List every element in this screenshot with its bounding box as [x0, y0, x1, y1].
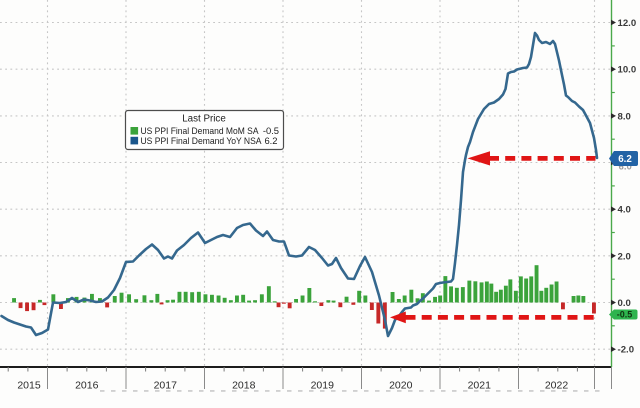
svg-text:2015: 2015 — [17, 379, 41, 391]
svg-text:2020: 2020 — [389, 379, 413, 391]
svg-text:US PPI Final Demand MoM SA: US PPI Final Demand MoM SA — [141, 125, 260, 136]
svg-text:2022: 2022 — [545, 379, 569, 391]
svg-text:-2.0: -2.0 — [618, 345, 635, 356]
svg-text:2017: 2017 — [154, 379, 178, 391]
svg-text:2019: 2019 — [311, 379, 335, 391]
svg-text:6.0: 6.0 — [619, 162, 632, 173]
svg-text:-0.5: -0.5 — [263, 125, 279, 136]
svg-text:12.0: 12.0 — [618, 18, 637, 29]
svg-text:2018: 2018 — [232, 379, 256, 391]
svg-text:0.0: 0.0 — [618, 298, 631, 309]
svg-text:Last Price: Last Price — [182, 114, 226, 125]
svg-text:4.0: 4.0 — [618, 205, 631, 216]
svg-text:US PPI Final Demand YoY NSA: US PPI Final Demand YoY NSA — [141, 135, 263, 146]
svg-text:8.0: 8.0 — [618, 111, 631, 122]
svg-text:2021: 2021 — [468, 379, 492, 391]
svg-text:2.0: 2.0 — [618, 251, 631, 262]
svg-text:10.0: 10.0 — [618, 65, 637, 76]
svg-text:-0.5: -0.5 — [617, 310, 633, 320]
svg-text:2016: 2016 — [75, 379, 99, 391]
svg-text:6.2: 6.2 — [264, 135, 277, 146]
svg-text:6.2: 6.2 — [618, 154, 632, 165]
